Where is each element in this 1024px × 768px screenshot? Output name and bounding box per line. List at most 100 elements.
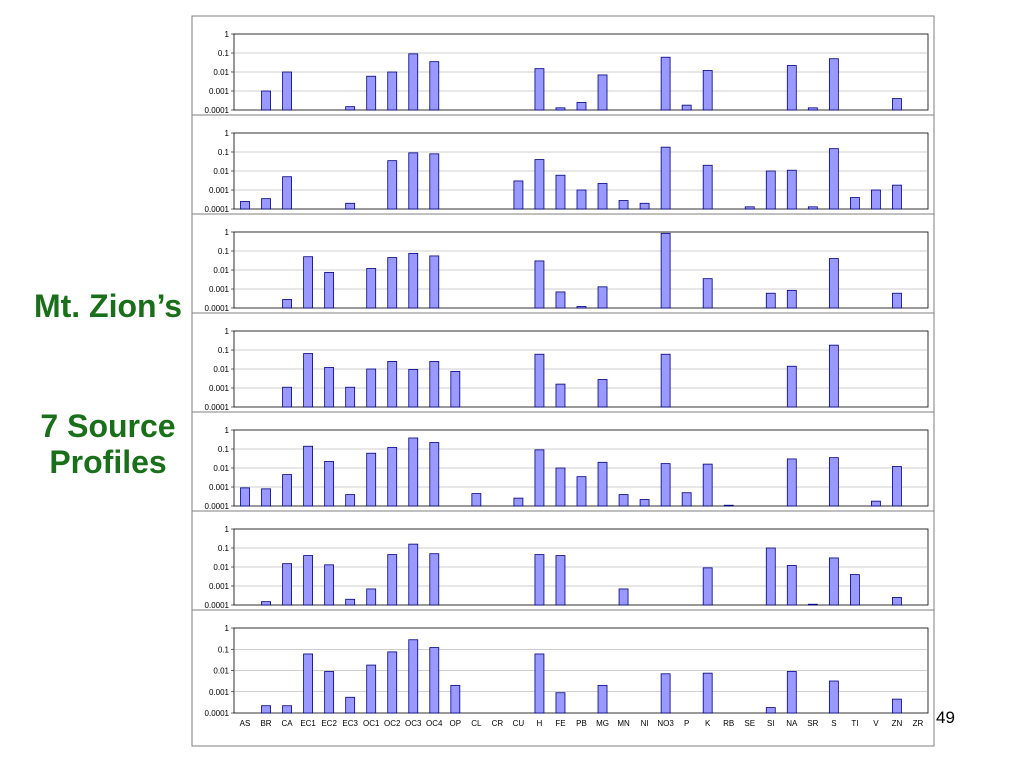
category-label: OC3 (405, 719, 422, 728)
bar (366, 368, 377, 408)
bar (660, 232, 671, 309)
bar (324, 564, 335, 606)
bar (408, 53, 419, 111)
bar (366, 664, 377, 714)
bar (702, 463, 713, 507)
bar (639, 202, 650, 210)
category-label: CA (282, 719, 294, 728)
bar (681, 492, 692, 507)
y-tick-label: 0.1 (218, 247, 230, 256)
category-label: ZR (913, 719, 924, 728)
bar (618, 494, 629, 507)
y-tick-label: 0.0001 (205, 601, 230, 610)
bar (597, 379, 608, 408)
category-label: PB (576, 719, 587, 728)
bar (828, 258, 839, 309)
bar (366, 75, 377, 111)
bar (702, 567, 713, 606)
y-tick-label: 0.001 (209, 483, 230, 492)
bar (366, 588, 377, 606)
bar (240, 201, 250, 210)
bar (660, 56, 671, 111)
category-label: V (873, 719, 879, 728)
bar (555, 692, 566, 714)
bar (282, 386, 292, 408)
bar (786, 65, 797, 111)
y-tick-label: 0.001 (209, 582, 230, 591)
bar (345, 202, 356, 210)
bar (345, 598, 356, 606)
y-tick-label: 0.001 (209, 285, 230, 294)
category-label: AS (240, 719, 251, 728)
bar (786, 169, 797, 210)
bar (828, 680, 839, 714)
bar (702, 70, 713, 111)
category-label: CR (492, 719, 504, 728)
bar (786, 365, 797, 408)
bar (660, 673, 671, 714)
y-tick-label: 0.0001 (205, 502, 230, 511)
bar (429, 361, 440, 408)
category-label: P (684, 719, 689, 728)
y-tick-label: 0.001 (209, 186, 230, 195)
bar (324, 271, 335, 309)
bar (366, 268, 377, 309)
y-tick-label: 0.001 (209, 688, 230, 697)
y-tick-label: 0.1 (218, 346, 230, 355)
category-label: EC2 (321, 719, 337, 728)
category-label: K (705, 719, 711, 728)
bar (639, 499, 650, 507)
chart-panel (191, 15, 935, 116)
y-tick-label: 0.01 (213, 563, 229, 572)
bar (429, 153, 440, 210)
category-label: ZN (892, 719, 903, 728)
bar (555, 555, 566, 606)
bar (786, 289, 797, 309)
bar (387, 257, 398, 309)
bar (408, 437, 419, 507)
bar (534, 159, 545, 210)
y-tick-label: 0.0001 (205, 304, 230, 313)
bar (534, 554, 545, 606)
bar (303, 256, 314, 309)
bar (849, 197, 860, 210)
bar (555, 174, 566, 210)
category-label: CU (513, 719, 525, 728)
bar (387, 160, 398, 210)
bar (282, 71, 292, 111)
y-tick-label: 0.1 (218, 645, 230, 654)
y-tick-label: 0.1 (218, 445, 230, 454)
category-label: S (831, 719, 836, 728)
bar (303, 445, 314, 507)
bar (429, 442, 440, 507)
bar (892, 184, 902, 210)
bar (345, 494, 356, 507)
category-label: BR (260, 719, 271, 728)
bar (513, 180, 524, 210)
bar (597, 684, 608, 714)
bar (408, 639, 419, 714)
bar (261, 488, 271, 507)
category-label: MG (596, 719, 609, 728)
bar (429, 553, 440, 606)
bar (408, 252, 419, 309)
bar (618, 200, 629, 210)
bar (807, 603, 818, 606)
bar (471, 493, 482, 507)
bar (387, 651, 398, 714)
category-label: NO3 (657, 719, 674, 728)
bar (828, 457, 839, 507)
bar (534, 68, 545, 111)
bar (871, 189, 881, 210)
bar (240, 487, 250, 507)
bar (702, 278, 713, 309)
bar (387, 71, 398, 111)
y-tick-label: 0.0001 (205, 403, 230, 412)
bar (324, 671, 335, 714)
bar (576, 306, 587, 309)
y-tick-label: 0.1 (218, 148, 230, 157)
bar (892, 466, 902, 507)
bar (597, 74, 608, 111)
bar (786, 458, 797, 507)
